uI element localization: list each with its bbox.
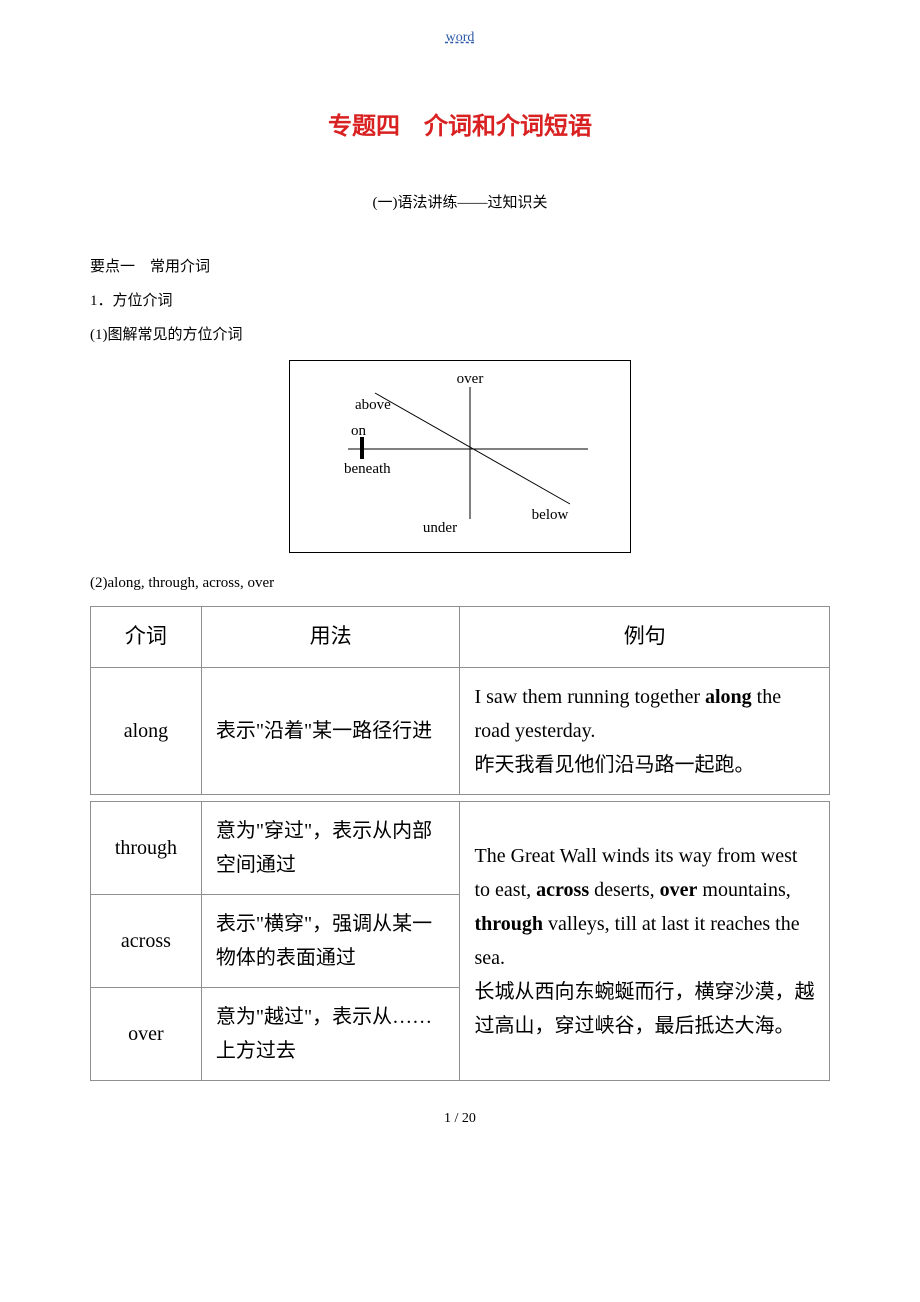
- header-word-link: word: [90, 30, 830, 46]
- table-row-along: along 表示"沿着"某一路径行进 I saw them running to…: [91, 667, 830, 794]
- col-header-example: 例句: [460, 607, 830, 668]
- preposition-table-wrap: 介词 用法 例句 along 表示"沿着"某一路径行进 I saw them r…: [90, 606, 830, 1081]
- example-merged-en: The Great Wall winds its way from west t…: [474, 845, 799, 969]
- col-header-usage: 用法: [201, 607, 460, 668]
- diagram-label-beneath: beneath: [344, 461, 391, 477]
- section-1-1a: (1)图解常见的方位介词: [90, 320, 830, 350]
- prep-over: over: [91, 987, 202, 1080]
- example-along: I saw them running together along the ro…: [460, 667, 830, 794]
- prep-along: along: [91, 667, 202, 794]
- main-title: 专题四 介词和介词短语: [90, 106, 830, 141]
- table-row-through: through 意为"穿过"，表示从内部空间通过 The Great Wall …: [91, 801, 830, 894]
- preposition-diagram: over above on beneath under below: [289, 360, 631, 553]
- diagram-label-over: over: [457, 371, 484, 387]
- example-along-en: I saw them running together along the ro…: [474, 686, 781, 742]
- table-header-row: 介词 用法 例句: [91, 607, 830, 668]
- diagram-label-under: under: [423, 520, 457, 536]
- usage-along: 表示"沿着"某一路径行进: [201, 667, 460, 794]
- usage-over: 意为"越过"，表示从……上方过去: [201, 987, 460, 1080]
- preposition-table: 介词 用法 例句 along 表示"沿着"某一路径行进 I saw them r…: [90, 606, 830, 1081]
- preposition-diagram-wrap: over above on beneath under below: [90, 360, 830, 553]
- col-header-preposition: 介词: [91, 607, 202, 668]
- table-gap-row: [91, 794, 830, 801]
- prep-across: across: [91, 894, 202, 987]
- diagram-label-above: above: [355, 397, 391, 413]
- section-heading-1: 要点一 常用介词: [90, 252, 830, 282]
- example-merged-zh: 长城从西向东蜿蜒而行，横穿沙漠，越过高山，穿过峡谷，最后抵达大海。: [474, 981, 814, 1037]
- prep-through: through: [91, 801, 202, 894]
- page: word 专题四 介词和介词短语 (一)语法讲练——过知识关 要点一 常用介词 …: [0, 0, 920, 1167]
- diagram-label-below: below: [532, 507, 569, 523]
- usage-across: 表示"横穿"，强调从某一物体的表面通过: [201, 894, 460, 987]
- section-1-2: (2)along, through, across, over: [90, 568, 830, 598]
- usage-through: 意为"穿过"，表示从内部空间通过: [201, 801, 460, 894]
- subsection-title: (一)语法讲练——过知识关: [90, 191, 830, 212]
- page-number: 1 / 20: [90, 1111, 830, 1127]
- diagram-label-on: on: [351, 423, 367, 439]
- example-along-zh: 昨天我看见他们沿马路一起跑。: [474, 754, 754, 776]
- section-1-1: 1．方位介词: [90, 286, 830, 316]
- preposition-diagram-svg: over above on beneath under below: [320, 369, 600, 539]
- example-merged: The Great Wall winds its way from west t…: [460, 801, 830, 1080]
